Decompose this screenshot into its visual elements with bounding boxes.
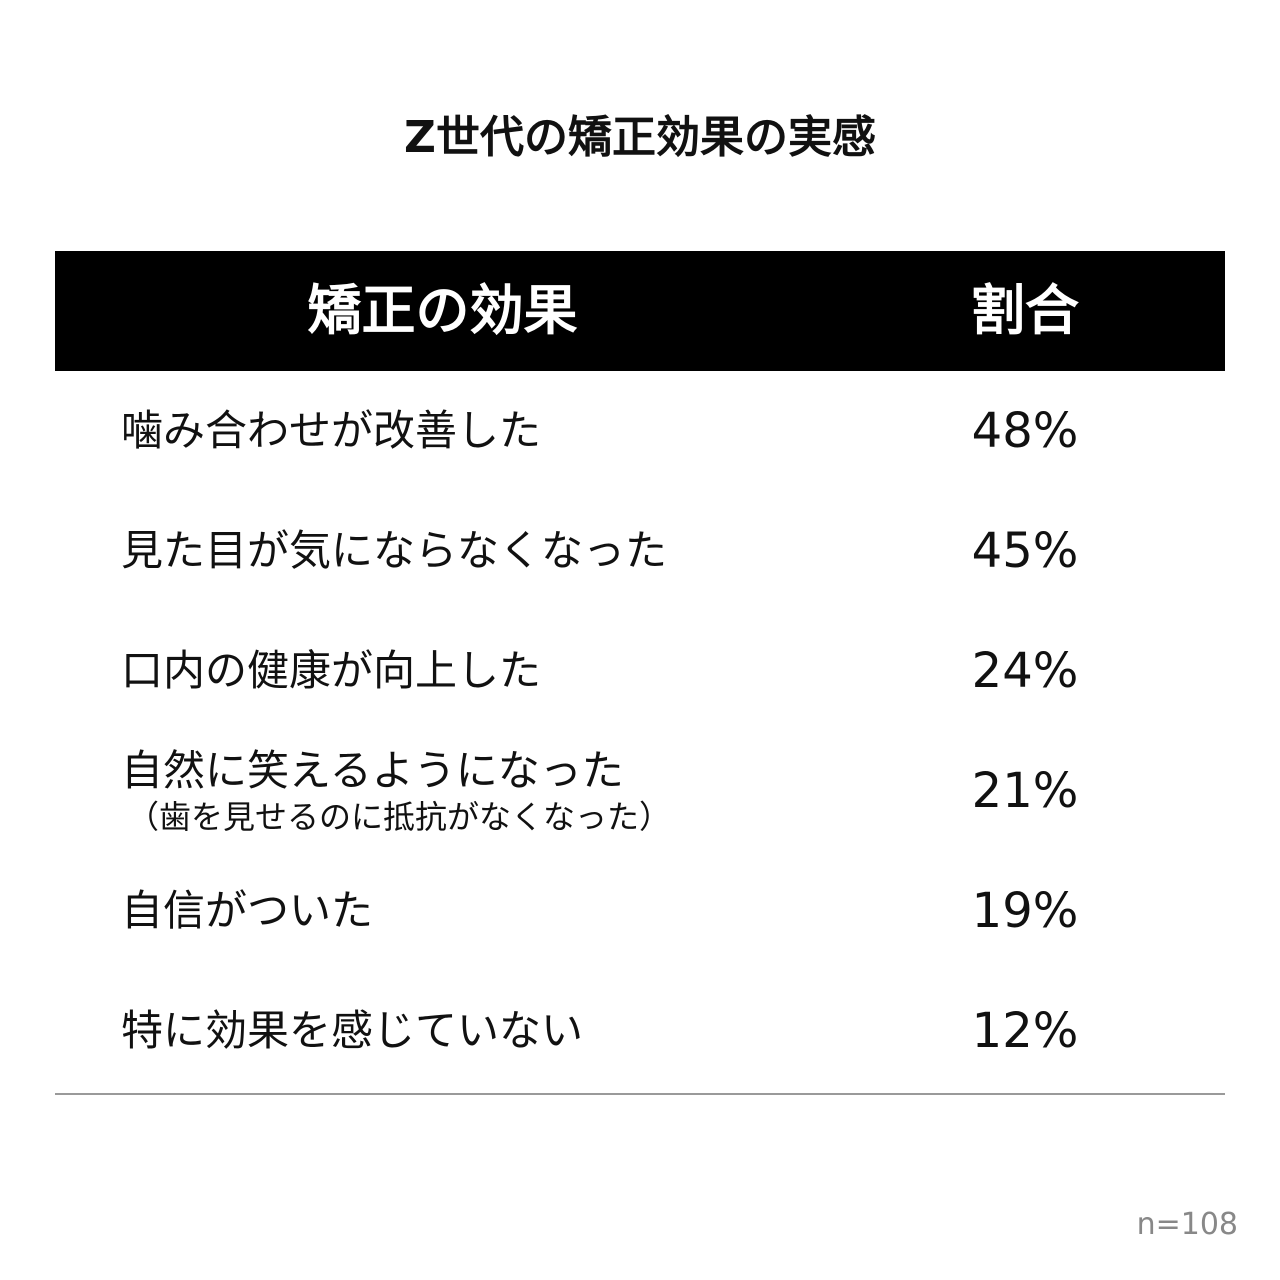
ratio-value: 24% xyxy=(971,643,1079,699)
ratio-value: 19% xyxy=(971,883,1079,939)
effect-label: 特に効果を感じていない xyxy=(121,1006,584,1055)
effect-label: 見た目が気にならなくなった xyxy=(121,526,668,575)
ratio-value: 21% xyxy=(971,763,1079,819)
effect-label: 口内の健康が向上した xyxy=(121,646,542,695)
table-row: 自然に笑えるようになった （歯を見せるのに抵抗がなくなった） 21% xyxy=(55,731,1225,851)
column-header-effect: 矯正の効果 xyxy=(307,279,578,342)
table-row: 特に効果を感じていない 12% xyxy=(55,971,1225,1091)
effects-table: 矯正の効果 割合 噛み合わせが改善した 48% 見た目が気にならなくなった 45% 口内… xyxy=(55,251,1225,1091)
ratio-value: 45% xyxy=(971,523,1079,579)
table-row: 口内の健康が向上した 24% xyxy=(55,611,1225,731)
effect-label-cell: 特に効果を感じていない xyxy=(121,971,583,1091)
effect-label: 自信がついた xyxy=(121,886,374,935)
effect-label-cell: 自然に笑えるようになった （歯を見せるのに抵抗がなくなった） xyxy=(121,731,671,851)
effect-label: 噛み合わせが改善した xyxy=(121,406,542,455)
table-bottom-rule xyxy=(55,1093,1225,1095)
sample-size-note: n=108 xyxy=(1136,1207,1238,1242)
effect-label-cell: 口内の健康が向上した xyxy=(121,611,541,731)
ratio-value: 48% xyxy=(971,403,1079,459)
table-row: 噛み合わせが改善した 48% xyxy=(55,371,1225,491)
table-row: 自信がついた 19% xyxy=(55,851,1225,971)
effect-sublabel: （歯を見せるのに抵抗がなくなった） xyxy=(127,798,672,836)
effect-label-cell: 噛み合わせが改善した xyxy=(121,371,541,491)
effect-label-cell: 自信がついた xyxy=(121,851,373,971)
table-row: 見た目が気にならなくなった 45% xyxy=(55,491,1225,611)
ratio-value: 12% xyxy=(971,1003,1079,1059)
effect-label: 自然に笑えるようになった xyxy=(121,746,624,795)
table-header: 矯正の効果 割合 xyxy=(55,251,1225,371)
table-body: 噛み合わせが改善した 48% 見た目が気にならなくなった 45% 口内の健康が向上した 2… xyxy=(55,371,1225,1091)
column-header-ratio: 割合 xyxy=(971,279,1079,342)
chart-title: Z世代の矯正効果の実感 xyxy=(404,112,876,163)
effect-label-cell: 見た目が気にならなくなった xyxy=(121,491,667,611)
